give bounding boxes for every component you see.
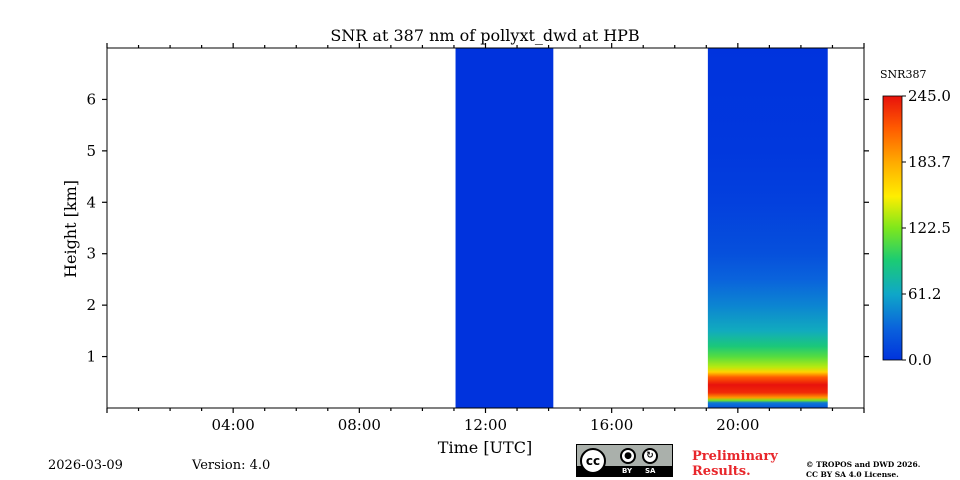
cc-sa-label: SA [645, 467, 656, 475]
y-tick-label: 2 [86, 296, 96, 314]
y-tick-label: 6 [86, 90, 96, 108]
x-tick-label: 12:00 [464, 416, 507, 434]
preliminary-results-text: Preliminary Results. [692, 449, 778, 479]
colorbar-tick-label: 61.2 [908, 285, 941, 303]
copyright-line-2: CC BY SA 4.0 License. [806, 470, 899, 479]
preliminary-line-2: Results. [692, 464, 751, 479]
y-tick-label: 5 [86, 142, 96, 160]
preliminary-line-1: Preliminary [692, 449, 778, 464]
chart-title: SNR at 387 nm of pollyxt_dwd at HPB [330, 26, 639, 45]
colorbar-label: SNR387 [880, 68, 926, 81]
y-tick-label: 1 [86, 348, 96, 366]
y-tick-label: 4 [86, 193, 96, 211]
x-axis-label: Time [UTC] [438, 438, 532, 457]
copyright-line-1: © TROPOS and DWD 2026. [806, 460, 921, 469]
colorbar-tick-label: 183.7 [908, 153, 951, 171]
x-tick-label: 08:00 [338, 416, 381, 434]
x-tick-label: 20:00 [716, 416, 759, 434]
x-tick-label: 16:00 [590, 416, 633, 434]
y-tick-label: 3 [86, 245, 96, 263]
colorbar [882, 95, 903, 361]
share-alike-icon: ↻ [642, 448, 658, 464]
cc-by-label: BY [622, 467, 633, 475]
data-segment-2 [707, 48, 828, 408]
y-axis-label: Height [km] [61, 180, 80, 278]
data-segment-1 [455, 48, 554, 408]
colorbar-tick-label: 245.0 [908, 87, 951, 105]
creative-commons-icon: cc [580, 448, 606, 474]
x-tick-label: 04:00 [212, 416, 255, 434]
colorbar-tick-label: 122.5 [908, 219, 951, 237]
colorbar-tick-label: 0.0 [908, 351, 932, 369]
attribution-icon: ● [620, 448, 636, 464]
footer-version: Version: 4.0 [192, 458, 271, 473]
cc-license-badge: cc ● ↻ BY SA [576, 444, 673, 477]
copyright-notice: © TROPOS and DWD 2026. CC BY SA 4.0 Lice… [806, 460, 920, 480]
footer-date: 2026-03-09 [48, 458, 123, 473]
